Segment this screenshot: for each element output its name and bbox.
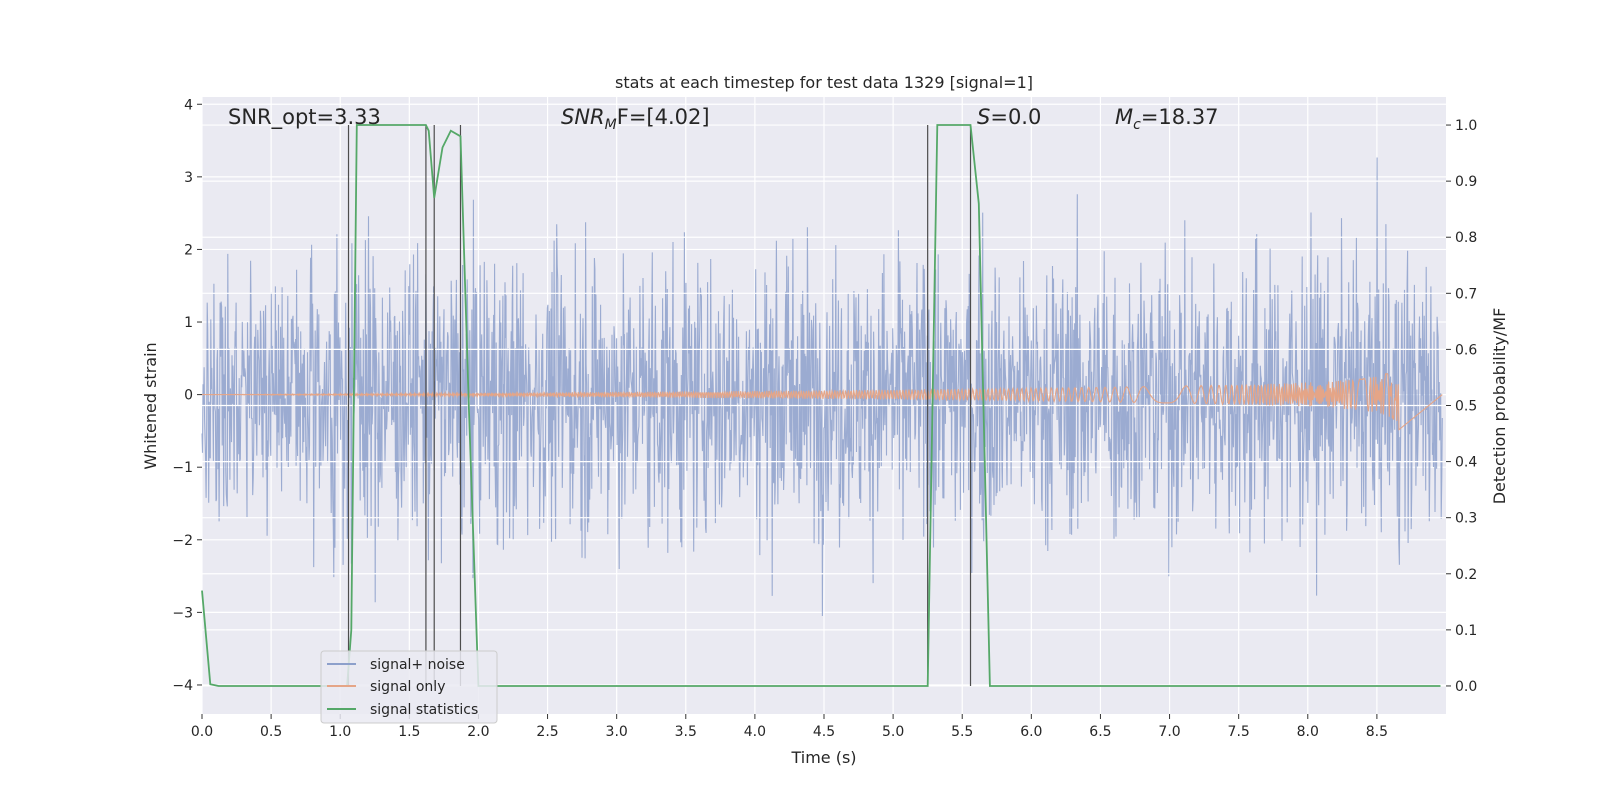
y-tick-label-right: 0.0 <box>1455 679 1477 695</box>
y-tick-label-right: 0.4 <box>1455 455 1477 471</box>
y-tick-label-left: −3 <box>172 605 193 621</box>
legend: signal+ noise signal only signal statist… <box>320 650 498 724</box>
y-tick-label-left: 1 <box>184 315 193 331</box>
x-tick-label: 0.0 <box>191 724 213 740</box>
x-tick-label: 2.0 <box>467 724 489 740</box>
x-tick-label: 8.0 <box>1297 724 1319 740</box>
signal-only-line <box>202 372 1443 431</box>
y-tick-label-right: 0.5 <box>1455 399 1477 415</box>
y-axis-label-right: Detection probability/MF <box>1490 308 1509 505</box>
series-signal-only <box>202 372 1443 431</box>
x-tick-label: 4.0 <box>744 724 766 740</box>
annotation-snr-mf-main: SNR <box>561 105 605 129</box>
x-tick-label: 8.5 <box>1366 724 1388 740</box>
annotation-snr-opt: SNR_opt=3.33 <box>228 105 381 130</box>
y-tick-label-left: 4 <box>184 97 193 113</box>
annotation-snr-mf-rest: F=[4.02] <box>617 105 710 129</box>
x-tick-label: 1.5 <box>398 724 420 740</box>
annotation-s: S=0.0 <box>977 105 1041 129</box>
y-tick-label-right: 1.0 <box>1455 118 1477 134</box>
chart-title: stats at each timestep for test data 132… <box>615 73 1033 92</box>
x-tick-label: 5.5 <box>951 724 973 740</box>
series-signal-noise <box>201 157 1443 617</box>
annotation-s-rest: =0.0 <box>990 105 1041 129</box>
x-tick-label: 3.0 <box>606 724 628 740</box>
legend-label-signal-statistics: signal statistics <box>370 702 478 718</box>
annotation-mc-sub: c <box>1133 117 1141 133</box>
y-tick-label-right: 0.1 <box>1455 623 1477 639</box>
y-tick-label-left: −4 <box>172 678 193 694</box>
legend-label-signal-noise: signal+ noise <box>370 657 465 673</box>
y-tick-label-right: 0.3 <box>1455 511 1477 527</box>
legend-label-signal-only: signal only <box>370 679 445 695</box>
annotation-snr-mf-sub: M <box>605 117 617 133</box>
x-tick-label: 2.5 <box>536 724 558 740</box>
x-tick-label: 5.0 <box>882 724 904 740</box>
annotation-mc: Mc=18.37 <box>1115 105 1219 133</box>
x-tick-label: 0.5 <box>260 724 282 740</box>
x-tick-label: 7.5 <box>1228 724 1250 740</box>
signal-noise-line <box>201 157 1443 617</box>
vertical-markers <box>347 125 972 686</box>
y-tick-label-right: 0.7 <box>1455 286 1477 302</box>
legend-box <box>320 650 498 724</box>
y-tick-label-left: −2 <box>172 533 193 549</box>
y-tick-label-right: 0.8 <box>1455 230 1477 246</box>
y-axis-label-left: Whitened strain <box>141 342 160 469</box>
y-tick-label-right: 0.6 <box>1455 342 1477 358</box>
annotation-mc-main: M <box>1115 105 1133 129</box>
y-tick-label-right: 0.9 <box>1455 174 1477 190</box>
x-tick-label: 4.5 <box>813 724 835 740</box>
x-tick-label: 7.0 <box>1158 724 1180 740</box>
y-tick-label-left: −1 <box>172 460 193 476</box>
x-tick-label: 6.5 <box>1089 724 1111 740</box>
annotation-mc-rest: =18.37 <box>1141 105 1219 129</box>
y-tick-label-left: 2 <box>184 242 193 258</box>
axis-ticks: 0.0 0.5 1.0 1.5 2.0 2.5 3.0 3.5 4.0 4.5 5.0 5.5 6.0 6… <box>172 97 1477 740</box>
annotation-snr-mf: SNRMF=[4.02] <box>561 105 710 133</box>
x-axis-label: Time (s) <box>790 748 856 767</box>
annotation-s-main: S <box>977 105 990 129</box>
y-tick-label-left: 0 <box>184 388 193 404</box>
x-tick-label: 1.0 <box>329 724 351 740</box>
x-tick-label: 6.0 <box>1020 724 1042 740</box>
y-tick-label-right: 0.2 <box>1455 567 1477 583</box>
y-tick-label-left: 3 <box>184 170 193 186</box>
x-tick-label: 3.5 <box>675 724 697 740</box>
